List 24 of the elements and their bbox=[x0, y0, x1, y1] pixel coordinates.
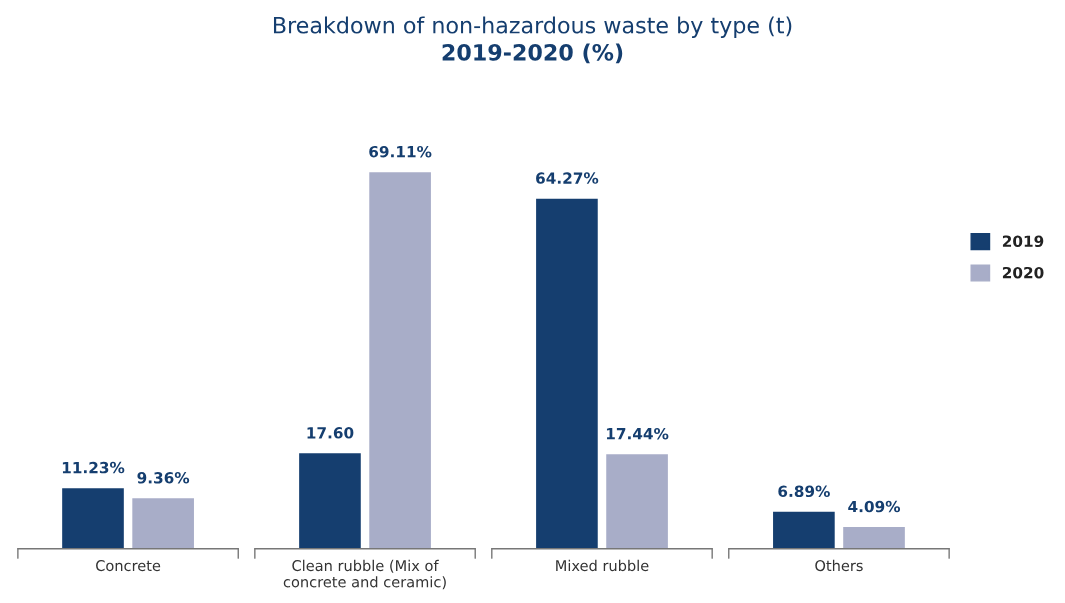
legend-label: 2019 bbox=[1002, 235, 1044, 247]
chart-title: Breakdown of non-hazardous waste by type (t) bbox=[273, 16, 792, 38]
data-label: 17.44% bbox=[606, 427, 669, 440]
data-label: 69.11% bbox=[369, 145, 432, 158]
x-tick-label: Mixed rubble bbox=[556, 559, 649, 572]
bar bbox=[604, 452, 670, 549]
bar bbox=[841, 525, 907, 549]
bar bbox=[534, 197, 600, 549]
data-label: 64.27% bbox=[536, 172, 599, 184]
bar bbox=[297, 451, 363, 549]
data-label: 4.09% bbox=[848, 500, 901, 513]
bar bbox=[130, 496, 196, 549]
legend-label: 2020 bbox=[1002, 266, 1044, 279]
chart-subtitle: 2019-2020 (%) bbox=[442, 43, 623, 64]
bar bbox=[60, 486, 126, 549]
x-tick-label: Clean rubble (Mix of concrete and ceramic) bbox=[283, 559, 446, 590]
data-label: 9.36% bbox=[137, 472, 190, 484]
bar bbox=[771, 510, 837, 549]
data-label: 11.23% bbox=[62, 461, 125, 474]
bar bbox=[367, 170, 433, 549]
x-tick-label: Concrete bbox=[96, 560, 161, 572]
data-label: 6.89% bbox=[778, 485, 830, 498]
x-tick-label: Others bbox=[815, 559, 863, 572]
data-label: 17.60 bbox=[307, 427, 354, 439]
